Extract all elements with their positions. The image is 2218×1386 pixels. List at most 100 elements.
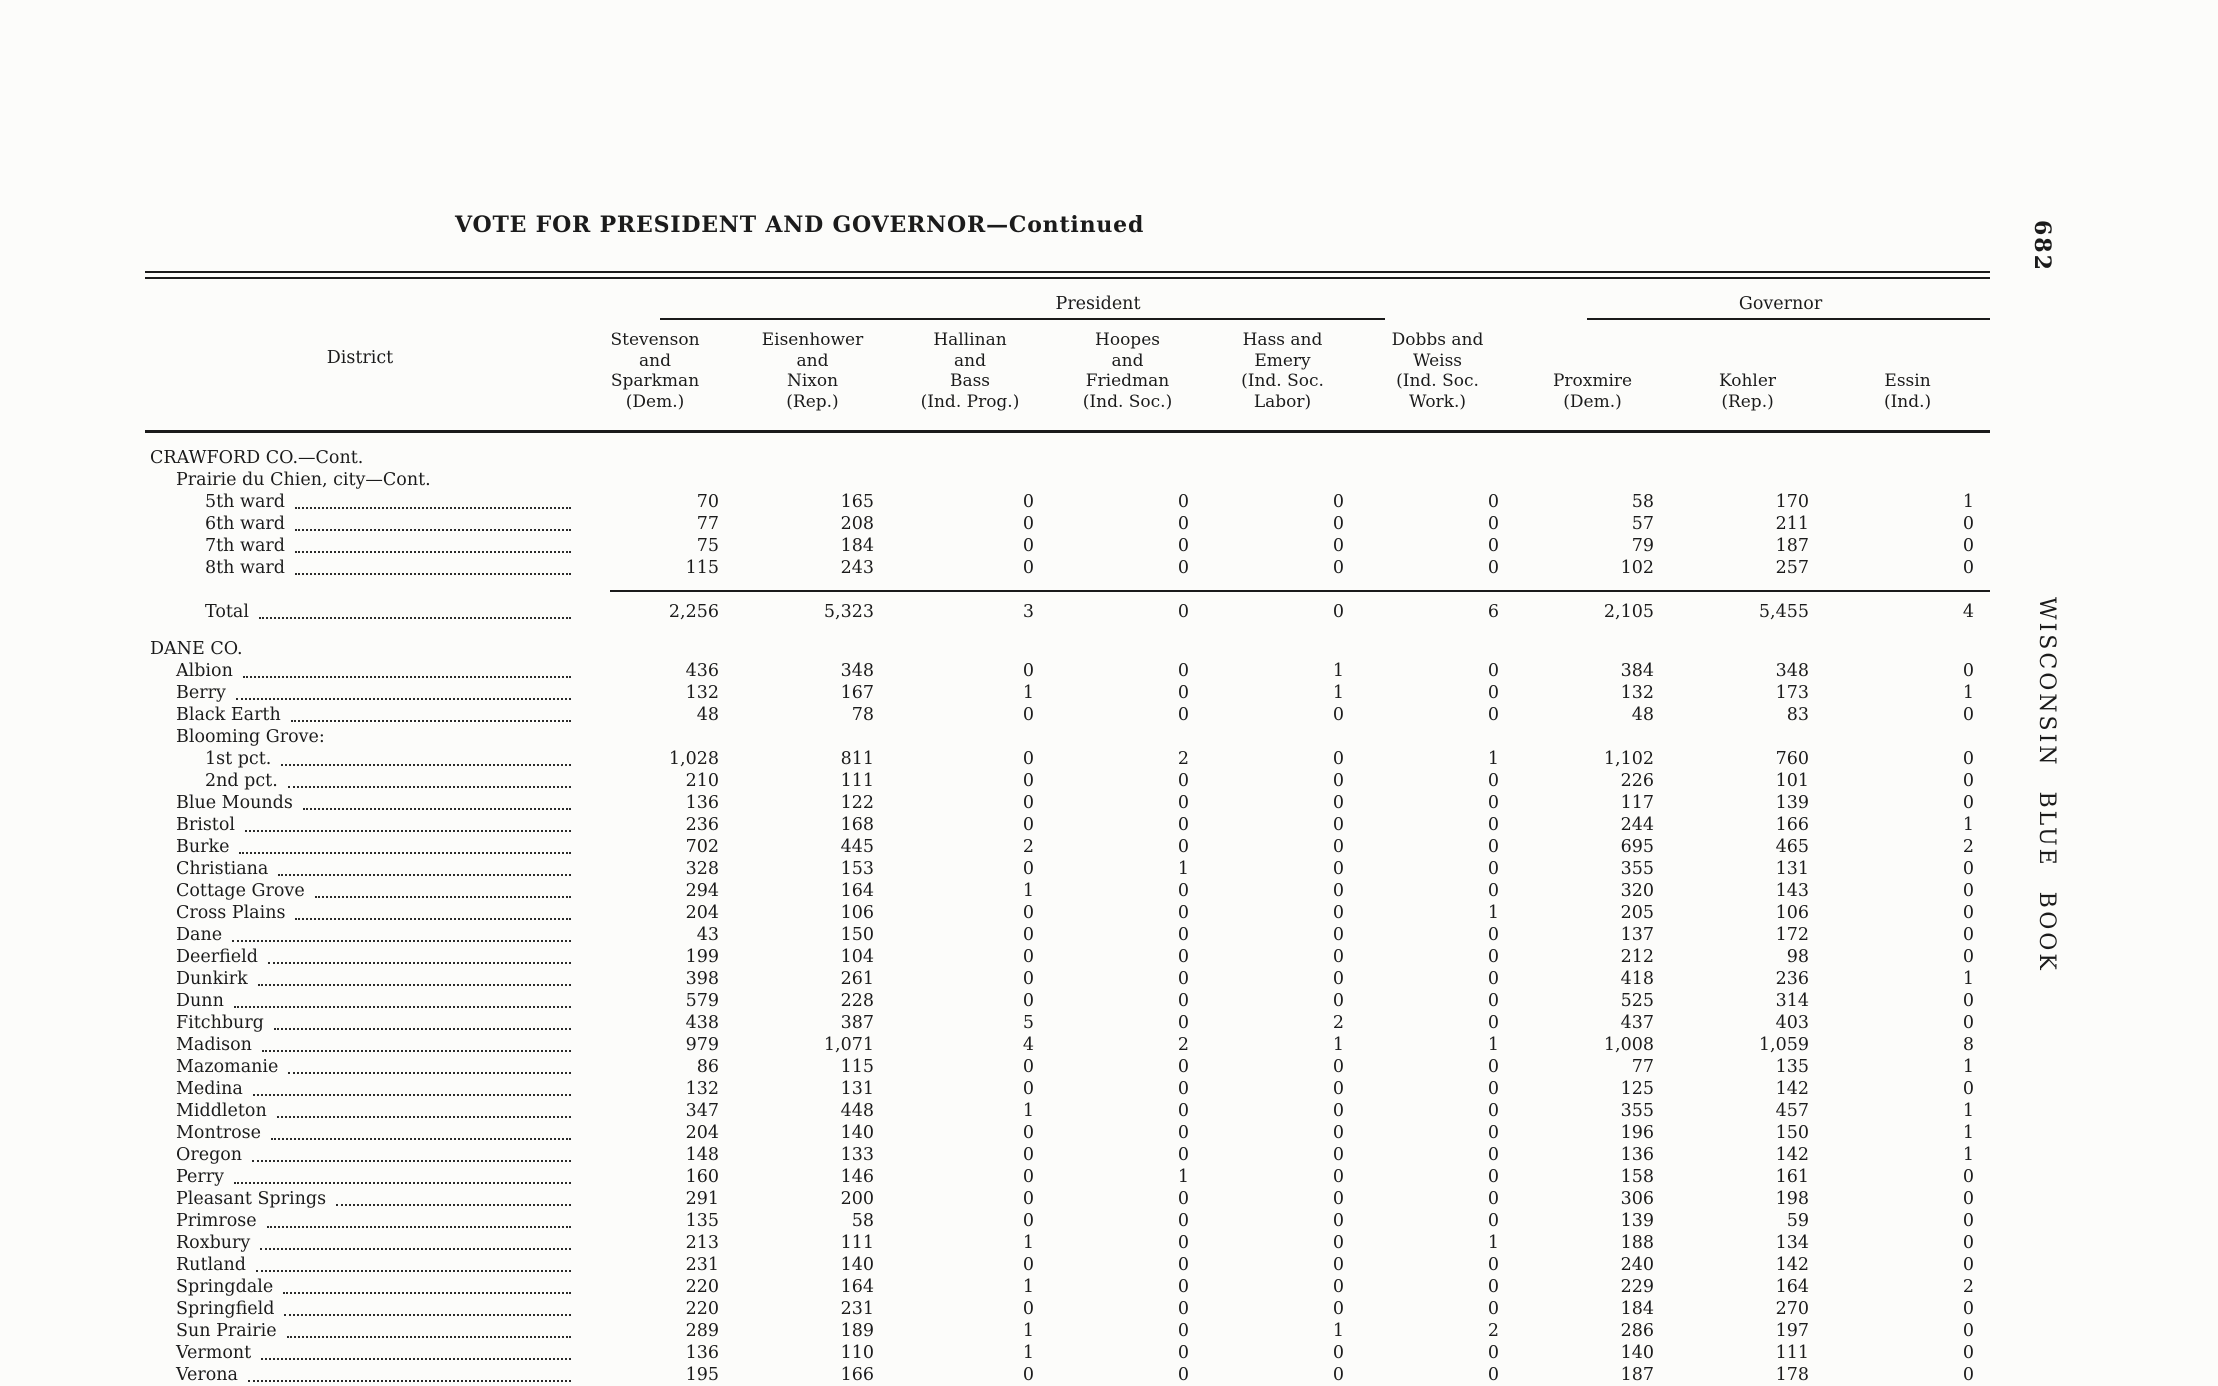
dotted-leader — [295, 491, 571, 509]
value-cell: 695 — [1515, 836, 1670, 858]
dotted-leader — [295, 557, 571, 575]
value-cell: 136 — [575, 1342, 735, 1364]
value-cell — [1515, 432, 1670, 470]
district-cell: Blooming Grove: — [145, 726, 575, 748]
value-cell: 0 — [1360, 836, 1515, 858]
row-label: 5th ward — [205, 491, 285, 513]
value-cell: 0 — [890, 1254, 1050, 1276]
row-label: Deerfield — [176, 946, 258, 968]
value-cell: 0 — [1050, 1078, 1205, 1100]
district-cell: Albion — [145, 660, 575, 682]
value-cell — [890, 623, 1050, 660]
table-row: Dunn 579 228 0 0 0 0 525 314 0 — [145, 990, 1990, 1012]
dotted-leader — [268, 946, 571, 964]
value-cell: 133 — [735, 1144, 890, 1166]
table-row: Oregon 148 133 0 0 0 0 136 142 1 — [145, 1144, 1990, 1166]
value-cell — [1825, 432, 1990, 470]
value-cell: 314 — [1670, 990, 1825, 1012]
value-cell: 1,008 — [1515, 1034, 1670, 1056]
value-cell: 229 — [1515, 1276, 1670, 1298]
district-cell: Prairie du Chien, city—Cont. — [145, 469, 575, 491]
column-header-dobbs-weiss: Dobbs and Weiss (Ind. Soc. Work.) — [1360, 320, 1515, 432]
value-cell: 0 — [1360, 924, 1515, 946]
value-cell: 811 — [735, 748, 890, 770]
dotted-leader — [256, 1254, 571, 1272]
value-cell — [575, 432, 735, 470]
value-cell: 153 — [735, 858, 890, 880]
value-cell: 1 — [1825, 682, 1990, 704]
value-cell: 59 — [1670, 1210, 1825, 1232]
value-cell: 257 — [1670, 557, 1825, 579]
row-label: Dane — [176, 924, 222, 946]
value-cell: 142 — [1670, 1078, 1825, 1100]
value-cell: 465 — [1670, 836, 1825, 858]
value-cell: 0 — [1360, 968, 1515, 990]
value-cell: 0 — [1360, 792, 1515, 814]
value-cell: 135 — [1670, 1056, 1825, 1078]
value-cell: 160 — [575, 1166, 735, 1188]
table-header: District President Governor Stevenson an… — [145, 285, 1990, 432]
table-row: Deerfield 199 104 0 0 0 0 212 98 0 — [145, 946, 1990, 968]
value-cell — [735, 432, 890, 470]
district-cell: Blue Mounds — [145, 792, 575, 814]
row-label: Springfield — [176, 1298, 274, 1320]
value-cell: 2 — [1360, 1320, 1515, 1342]
district-cell: Roxbury — [145, 1232, 575, 1254]
value-cell — [1360, 432, 1515, 470]
value-cell — [1205, 726, 1360, 748]
value-cell: 0 — [1050, 1188, 1205, 1210]
value-cell: 0 — [1205, 770, 1360, 792]
value-cell: 403 — [1670, 1012, 1825, 1034]
value-cell: 3 — [890, 601, 1050, 623]
value-cell: 0 — [1050, 946, 1205, 968]
dotted-leader — [288, 770, 571, 788]
column-header-proxmire: Proxmire (Dem.) — [1515, 320, 1670, 432]
district-cell: 8th ward — [145, 557, 575, 579]
district-cell: Fitchburg — [145, 1012, 575, 1034]
value-cell: 0 — [1360, 770, 1515, 792]
value-cell: 0 — [1050, 792, 1205, 814]
row-label: Oregon — [176, 1144, 242, 1166]
value-cell — [1670, 623, 1825, 660]
value-cell: 1,059 — [1670, 1034, 1825, 1056]
value-cell: 75 — [575, 535, 735, 557]
value-cell: 83 — [1670, 704, 1825, 726]
row-label: Blue Mounds — [176, 792, 293, 814]
vote-table: District President Governor Stevenson an… — [145, 285, 1990, 1386]
row-label: 6th ward — [205, 513, 285, 535]
row-label: 2nd pct. — [205, 770, 278, 792]
row-label: Fitchburg — [176, 1012, 264, 1034]
value-cell — [1825, 469, 1990, 491]
value-cell: 2 — [1050, 1034, 1205, 1056]
value-cell: 4 — [1825, 601, 1990, 623]
value-cell: 134 — [1670, 1232, 1825, 1254]
value-cell: 1 — [1205, 660, 1360, 682]
district-cell: Medina — [145, 1078, 575, 1100]
district-cell: Cross Plains — [145, 902, 575, 924]
value-cell: 5,323 — [735, 601, 890, 623]
district-cell: 5th ward — [145, 491, 575, 513]
value-cell — [1050, 726, 1205, 748]
value-cell — [1050, 469, 1205, 491]
district-cell: Pleasant Springs — [145, 1188, 575, 1210]
value-cell: 0 — [1360, 704, 1515, 726]
dotted-leader — [234, 990, 571, 1008]
value-cell: 136 — [1515, 1144, 1670, 1166]
district-cell: Christiana — [145, 858, 575, 880]
district-cell: Berry — [145, 682, 575, 704]
value-cell: 0 — [1360, 1364, 1515, 1386]
dotted-leader — [262, 1034, 571, 1052]
value-cell: 1 — [890, 1100, 1050, 1122]
value-cell: 0 — [890, 792, 1050, 814]
dotted-leader — [239, 836, 571, 854]
value-cell — [1205, 623, 1360, 660]
district-cell: Rutland — [145, 1254, 575, 1276]
value-cell: 355 — [1515, 1100, 1670, 1122]
value-cell — [1205, 432, 1360, 470]
value-cell: 0 — [1050, 513, 1205, 535]
dotted-leader — [277, 1100, 571, 1118]
value-cell: 57 — [1515, 513, 1670, 535]
district-cell: Vermont — [145, 1342, 575, 1364]
table-row: 8th ward 115 243 0 0 0 0 102 257 0 — [145, 557, 1990, 579]
table-row: Roxbury 213 111 1 0 0 1 188 134 0 — [145, 1232, 1990, 1254]
